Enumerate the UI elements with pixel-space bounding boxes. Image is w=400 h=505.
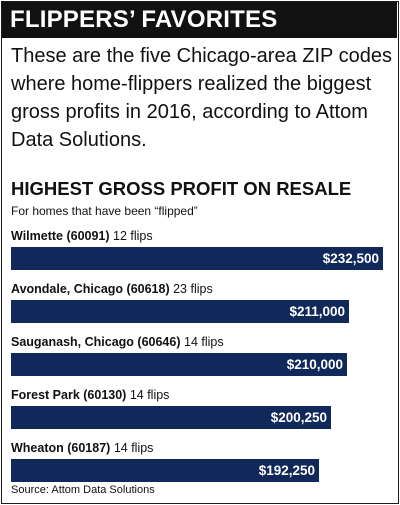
bar-value-label: $192,250 [258, 463, 315, 478]
bar: $192,250 [11, 459, 319, 482]
bar-category-name: Wheaton (60187) [11, 441, 111, 455]
bar-category-label: Wilmette (60091) 12 flips [11, 228, 153, 244]
source-note: Source: Attom Data Solutions [11, 484, 155, 496]
bar-value-label: $200,250 [270, 410, 327, 425]
bar: $211,000 [11, 300, 349, 323]
bar-flip-count: 23 flips [169, 282, 213, 296]
bar-row: Wilmette (60091) 12 flips $232,500 [2, 228, 400, 278]
bar-row: Wheaton (60187) 14 flips $192,250 [2, 440, 400, 490]
bar-category-label: Forest Park (60130) 14 flips [11, 387, 169, 403]
bar-category-name: Forest Park (60130) [11, 388, 127, 402]
bar: $210,000 [11, 353, 347, 376]
bar-flip-count: 14 flips [110, 441, 154, 455]
bar-category-label: Sauganash, Chicago (60646) 14 flips [11, 334, 224, 350]
intro-text: These are the five Chicago-area ZIP code… [11, 45, 392, 151]
chart-subtitle: For homes that have been “flipped” [11, 204, 198, 218]
bar-value-label: $211,000 [289, 304, 345, 319]
bar-category-name: Sauganash, Chicago (60646) [11, 335, 181, 349]
banner-title: FLIPPERS’ FAVORITES [2, 2, 397, 38]
bar-value-label: $210,000 [286, 357, 343, 372]
bar-category-name: Avondale, Chicago (60618) [11, 282, 170, 296]
bar-value-label: $232,500 [322, 251, 379, 266]
chart-title: HIGHEST GROSS PROFIT ON RESALE [11, 178, 352, 199]
bar-category-label: Wheaton (60187) 14 flips [11, 440, 153, 456]
bar-row: Avondale, Chicago (60618) 23 flips $211,0… [2, 281, 400, 331]
bar-row: Sauganash, Chicago (60646) 14 flips $210,… [2, 334, 400, 384]
bar: $232,500 [11, 247, 383, 270]
bar: $200,250 [11, 406, 331, 429]
bar-flip-count: 14 flips [180, 335, 224, 349]
bar-category-label: Avondale, Chicago (60618) 23 flips [11, 281, 213, 297]
bar-flip-count: 12 flips [109, 229, 153, 243]
bar-row: Forest Park (60130) 14 flips $200,250 [2, 387, 400, 437]
bar-flip-count: 14 flips [126, 388, 170, 402]
bar-category-name: Wilmette (60091) [11, 229, 110, 243]
